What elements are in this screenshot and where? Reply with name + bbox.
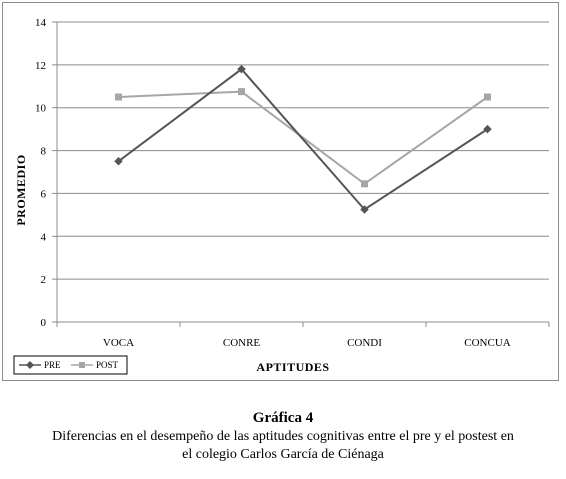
- y-tick-labels: 0 2 4 6 8 10 12 14: [35, 17, 47, 329]
- series-line-pre: [117, 67, 489, 211]
- y-axis-title: PROMEDIO: [14, 154, 28, 225]
- series-pre: [114, 64, 492, 214]
- x-tick-label: VOCA: [103, 337, 134, 349]
- y-tick-label: 12: [35, 60, 46, 72]
- series-line-post: [118, 90, 489, 186]
- data-point-pre: [237, 64, 246, 74]
- y-tick-label: 6: [41, 188, 47, 200]
- data-point-post: [238, 88, 245, 96]
- y-tick-label: 2: [41, 274, 47, 286]
- x-tick-label: CONCUA: [464, 337, 511, 349]
- caption-text: Diferencias en el desempeño de las aptit…: [52, 429, 514, 462]
- data-point-post: [361, 180, 368, 188]
- y-tick-label: 8: [41, 146, 47, 158]
- legend-label-post: POST: [96, 360, 119, 370]
- y-tick-label: 10: [35, 103, 47, 115]
- data-point-pre: [360, 205, 369, 214]
- series-layer: [114, 64, 492, 214]
- y-tick-label: 0: [41, 317, 47, 329]
- legend-label-pre: PRE: [44, 360, 61, 370]
- line-chart: 0 2 4 6 8 10 12 14 VOCA CONRE CONDI CONCUA PROMEDI…: [13, 17, 550, 375]
- legend-box: [13, 355, 128, 375]
- legend: PRE POST: [13, 355, 128, 375]
- series-post: [115, 88, 491, 188]
- figure-caption: Gráfica 4 Diferencias en el desempeño de…: [0, 408, 566, 464]
- data-point-post: [115, 93, 122, 101]
- grid-layer: [52, 21, 550, 327]
- x-axis-title: APTITUDES: [256, 360, 329, 374]
- x-tick-label: CONDI: [347, 337, 382, 349]
- x-tick-label: CONRE: [223, 337, 261, 349]
- x-tick-labels: VOCA CONRE CONDI CONCUA: [103, 337, 511, 349]
- figure-frame: [2, 2, 559, 381]
- y-tick-label: 4: [41, 231, 47, 243]
- data-point-pre: [114, 157, 123, 166]
- data-point-post: [484, 93, 491, 101]
- y-tick-label: 14: [35, 17, 47, 29]
- legend-marker-post: [79, 362, 85, 368]
- caption-title: Gráfica 4: [252, 410, 314, 426]
